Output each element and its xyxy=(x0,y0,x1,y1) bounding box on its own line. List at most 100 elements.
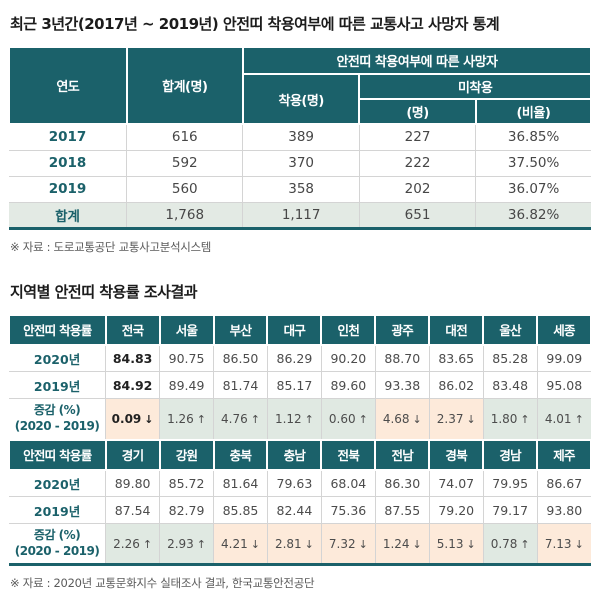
usage-rate-label: 안전띠 착용률 xyxy=(8,438,107,471)
row-label-change: 증감 (%) (2020 - 2019) xyxy=(9,523,107,566)
rate-row-2020: 2020년 84.83 90.75 86.50 86.29 90.20 88.7… xyxy=(9,344,591,372)
up-arrow: ↑ xyxy=(196,412,206,426)
row-label-2020: 2020년 xyxy=(9,469,107,497)
unworn-ratio-cell: 36.82% xyxy=(475,201,591,230)
rate-cell: 89.49 xyxy=(159,371,214,399)
rate-cell: 75.36 xyxy=(320,496,376,524)
total-cell: 1,768 xyxy=(126,201,244,230)
table-row-2017: 2017 616 389 227 36.85% xyxy=(9,123,591,151)
row-label-2019: 2019년 xyxy=(9,496,107,524)
table2-source-note: ※ 자료 : 2020년 교통문화지수 실태조사 결과, 한국교통안전공단 xyxy=(10,576,315,590)
change-cell: 1.24 ↓ xyxy=(374,523,430,566)
col-header-worn: 착용(명) xyxy=(241,73,361,125)
rate-cell: 83.48 xyxy=(482,371,538,399)
change-row: 증감 (%) (2020 - 2019) 2.26 ↑ 2.93 ↑ 4.21 ↓ 2… xyxy=(9,523,591,566)
down-arrow: ↓ xyxy=(466,537,476,551)
up-arrow: ↑ xyxy=(358,412,368,426)
change-cell: 1.26 ↑ xyxy=(159,398,214,440)
up-arrow: ↑ xyxy=(520,412,530,426)
region-header: 전국 xyxy=(104,313,161,346)
rate-cell: 84.92 xyxy=(105,371,161,399)
region-header: 광주 xyxy=(374,313,431,346)
seatbelt-deaths-table: 연도 합계(명) 안전띠 착용여부에 따른 사망자 착용(명) 미착용 (명) … xyxy=(8,46,593,230)
change-label-line2: (2020 - 2019) xyxy=(14,543,100,558)
year-cell: 2019 xyxy=(9,175,128,203)
rate-cell: 81.64 xyxy=(213,469,268,497)
col-header-group: 안전띠 착용여부에 따른 사망자 xyxy=(241,46,593,75)
change-row: 증감 (%) (2020 - 2019) 0.09 ↓ 1.26 ↑ 4.76 ↑ 1… xyxy=(9,398,591,440)
row-label-change: 증감 (%) (2020 - 2019) xyxy=(9,398,107,440)
rate-row-2020: 2020년 89.80 85.72 81.64 79.63 68.04 86.3… xyxy=(9,469,591,497)
rate-cell: 93.80 xyxy=(536,496,591,524)
col-header-unworn: 미착용 xyxy=(358,73,592,100)
region-header: 충북 xyxy=(212,438,269,471)
up-arrow: ↑ xyxy=(250,412,260,426)
header-row: 착용(명) 미착용 xyxy=(9,73,592,125)
table2-title: 지역별 안전띠 착용률 조사결과 xyxy=(10,282,198,301)
region-header: 경기 xyxy=(104,438,161,471)
change-cell: 0.09 ↓ xyxy=(105,398,161,440)
rate-cell: 86.67 xyxy=(536,469,591,497)
rate-cell: 87.54 xyxy=(105,496,161,524)
col-header-unworn-count: (명) xyxy=(358,98,477,125)
rate-cell: 89.60 xyxy=(320,371,376,399)
region-header-row: 안전띠 착용률 전국 서울 부산 대구 인천 광주 대전 울산 세종 xyxy=(8,313,592,346)
down-arrow: ↓ xyxy=(304,537,314,551)
rate-cell: 79.20 xyxy=(428,496,484,524)
rate-cell: 90.20 xyxy=(320,344,376,372)
total-cell: 592 xyxy=(126,149,244,177)
region-header: 경북 xyxy=(428,438,485,471)
unworn-count-cell: 202 xyxy=(358,175,477,203)
rate-cell: 74.07 xyxy=(428,469,484,497)
unworn-ratio-cell: 36.85% xyxy=(475,123,591,151)
rate-cell: 85.17 xyxy=(266,371,322,399)
rate-cell: 93.38 xyxy=(374,371,430,399)
header-row: 연도 합계(명) 안전띠 착용여부에 따른 사망자 xyxy=(8,46,593,125)
change-cell: 7.13 ↓ xyxy=(536,523,591,566)
rate-cell: 86.02 xyxy=(428,371,484,399)
change-cell: 4.21 ↓ xyxy=(213,523,268,566)
down-arrow: ↓ xyxy=(250,537,260,551)
total-cell: 560 xyxy=(126,175,244,203)
unworn-ratio-cell: 37.50% xyxy=(475,149,591,177)
rate-cell: 81.74 xyxy=(213,371,268,399)
rate-cell: 82.44 xyxy=(266,496,322,524)
rate-row-2019: 2019년 84.92 89.49 81.74 85.17 89.60 93.3… xyxy=(9,371,591,399)
rate-cell: 79.95 xyxy=(482,469,538,497)
region-header: 강원 xyxy=(158,438,215,471)
rate-cell: 86.29 xyxy=(266,344,322,372)
region-header: 서울 xyxy=(158,313,215,346)
col-header-year: 연도 xyxy=(8,46,128,125)
row-label-2020: 2020년 xyxy=(9,344,107,372)
region-header: 제주 xyxy=(536,438,592,471)
change-cell: 7.32 ↓ xyxy=(320,523,376,566)
down-arrow: ↓ xyxy=(412,412,422,426)
change-label-line2: (2020 - 2019) xyxy=(14,418,100,433)
change-cell: 4.01 ↑ xyxy=(536,398,591,440)
unworn-ratio-cell: 36.07% xyxy=(475,175,591,203)
rate-cell: 85.28 xyxy=(482,344,538,372)
rate-cell: 79.17 xyxy=(482,496,538,524)
rate-cell: 68.04 xyxy=(320,469,376,497)
change-cell: 0.78 ↑ xyxy=(482,523,538,566)
rate-cell: 88.70 xyxy=(374,344,430,372)
rate-cell: 83.65 xyxy=(428,344,484,372)
unworn-count-cell: 222 xyxy=(358,149,477,177)
table1-source-note: ※ 자료 : 도로교통공단 교통사고분석시스템 xyxy=(10,239,212,254)
rate-cell: 87.55 xyxy=(374,496,430,524)
region-header: 충남 xyxy=(266,438,323,471)
change-cell: 4.76 ↑ xyxy=(213,398,268,440)
rate-row-2019: 2019년 87.54 82.79 85.85 82.44 75.36 87.5… xyxy=(9,496,591,524)
down-arrow: ↓ xyxy=(358,537,368,551)
regional-usage-table: 안전띠 착용률 전국 서울 부산 대구 인천 광주 대전 울산 세종 2020년… xyxy=(8,313,592,566)
rate-cell: 79.63 xyxy=(266,469,322,497)
up-arrow: ↑ xyxy=(574,412,584,426)
region-header: 전남 xyxy=(374,438,431,471)
region-header: 인천 xyxy=(320,313,377,346)
table-row-total: 합계 1,768 1,117 651 36.82% xyxy=(9,201,591,230)
rate-cell: 95.08 xyxy=(536,371,591,399)
region-header: 대구 xyxy=(266,313,323,346)
row-label-2019: 2019년 xyxy=(9,371,107,399)
rate-cell: 89.80 xyxy=(105,469,161,497)
